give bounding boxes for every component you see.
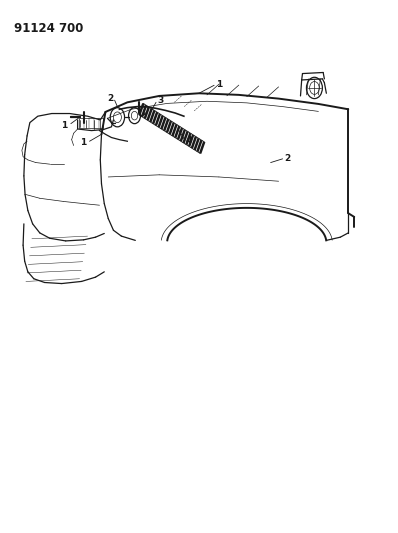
- Text: 1: 1: [80, 138, 87, 147]
- Bar: [79, 118, 103, 128]
- Text: 2: 2: [107, 94, 113, 103]
- Text: 3: 3: [157, 96, 164, 104]
- Text: 2: 2: [284, 155, 291, 163]
- Text: 91124 700: 91124 700: [14, 22, 83, 35]
- Text: 1: 1: [216, 80, 222, 88]
- Text: 1: 1: [61, 121, 68, 130]
- Text: 4: 4: [185, 136, 192, 144]
